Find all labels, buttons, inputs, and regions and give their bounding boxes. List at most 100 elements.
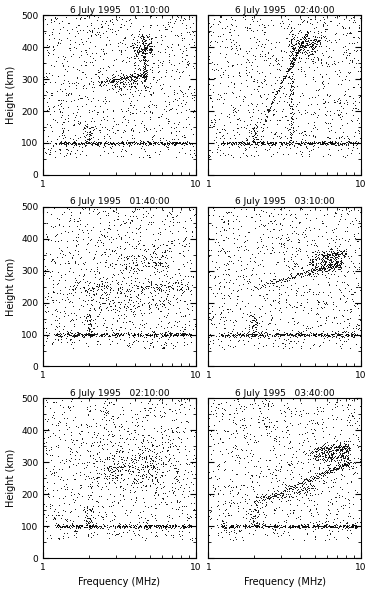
Point: [284, 422, 290, 431]
Point: [120, 409, 126, 418]
Point: [354, 522, 360, 532]
Point: [132, 451, 138, 460]
Point: [324, 447, 330, 456]
Point: [93, 466, 99, 475]
Point: [321, 471, 327, 480]
Point: [328, 441, 334, 450]
Point: [51, 203, 57, 213]
Point: [278, 139, 284, 148]
Point: [57, 259, 63, 269]
Point: [343, 447, 349, 456]
Point: [158, 138, 164, 148]
Point: [257, 117, 263, 126]
Point: [222, 522, 228, 532]
Point: [332, 329, 338, 338]
Point: [145, 208, 151, 218]
Point: [278, 530, 284, 540]
Point: [323, 246, 329, 256]
Point: [248, 318, 254, 327]
Point: [146, 44, 152, 54]
Point: [105, 408, 111, 417]
Point: [298, 479, 304, 488]
Point: [290, 42, 296, 51]
Point: [51, 24, 57, 34]
Point: [159, 433, 165, 443]
Point: [152, 456, 158, 466]
Point: [253, 324, 259, 334]
Point: [49, 91, 55, 100]
Point: [241, 415, 247, 425]
Point: [88, 225, 94, 234]
Point: [327, 254, 333, 264]
Point: [325, 291, 331, 300]
Point: [353, 273, 359, 282]
Point: [81, 139, 87, 148]
Point: [130, 138, 136, 147]
Point: [152, 286, 158, 295]
Point: [296, 39, 302, 48]
Point: [247, 256, 253, 266]
Point: [212, 115, 218, 125]
Point: [232, 522, 238, 531]
Point: [142, 58, 148, 68]
Point: [182, 445, 188, 454]
Point: [180, 311, 186, 321]
Point: [289, 41, 295, 50]
Point: [117, 78, 123, 87]
Point: [256, 422, 262, 431]
Point: [42, 489, 48, 498]
Point: [303, 324, 309, 333]
Point: [225, 218, 231, 227]
Point: [260, 220, 266, 229]
Point: [228, 139, 234, 149]
Point: [86, 43, 92, 52]
Point: [107, 296, 113, 305]
Point: [250, 331, 256, 341]
Point: [51, 288, 57, 297]
Point: [207, 266, 213, 276]
Point: [320, 250, 326, 260]
Point: [155, 521, 161, 531]
Point: [247, 473, 253, 483]
Point: [110, 457, 116, 466]
Point: [157, 280, 163, 289]
Point: [285, 261, 291, 270]
Point: [329, 441, 335, 450]
Point: [323, 46, 329, 56]
Point: [147, 78, 153, 87]
Point: [280, 238, 286, 248]
Point: [133, 521, 139, 530]
Point: [100, 445, 106, 454]
Point: [252, 316, 258, 326]
Point: [62, 144, 68, 154]
Point: [116, 421, 122, 431]
Point: [265, 47, 271, 57]
Point: [291, 316, 297, 326]
Point: [92, 101, 98, 111]
Point: [138, 296, 144, 306]
Point: [91, 329, 97, 338]
Point: [106, 330, 112, 340]
Point: [51, 461, 57, 471]
Point: [71, 119, 77, 129]
Point: [237, 416, 243, 425]
Point: [240, 279, 246, 289]
Point: [171, 75, 177, 84]
Point: [318, 406, 324, 415]
Point: [339, 401, 345, 410]
Point: [351, 453, 357, 463]
Point: [189, 522, 195, 532]
Point: [276, 275, 282, 285]
Point: [338, 259, 344, 269]
Point: [344, 460, 350, 470]
Point: [75, 328, 81, 337]
Point: [82, 296, 88, 306]
Point: [317, 36, 323, 46]
Point: [174, 474, 180, 483]
Point: [319, 423, 325, 433]
Point: [95, 522, 101, 532]
Point: [179, 330, 185, 340]
Point: [342, 520, 348, 530]
Point: [113, 259, 119, 269]
Point: [111, 328, 117, 337]
